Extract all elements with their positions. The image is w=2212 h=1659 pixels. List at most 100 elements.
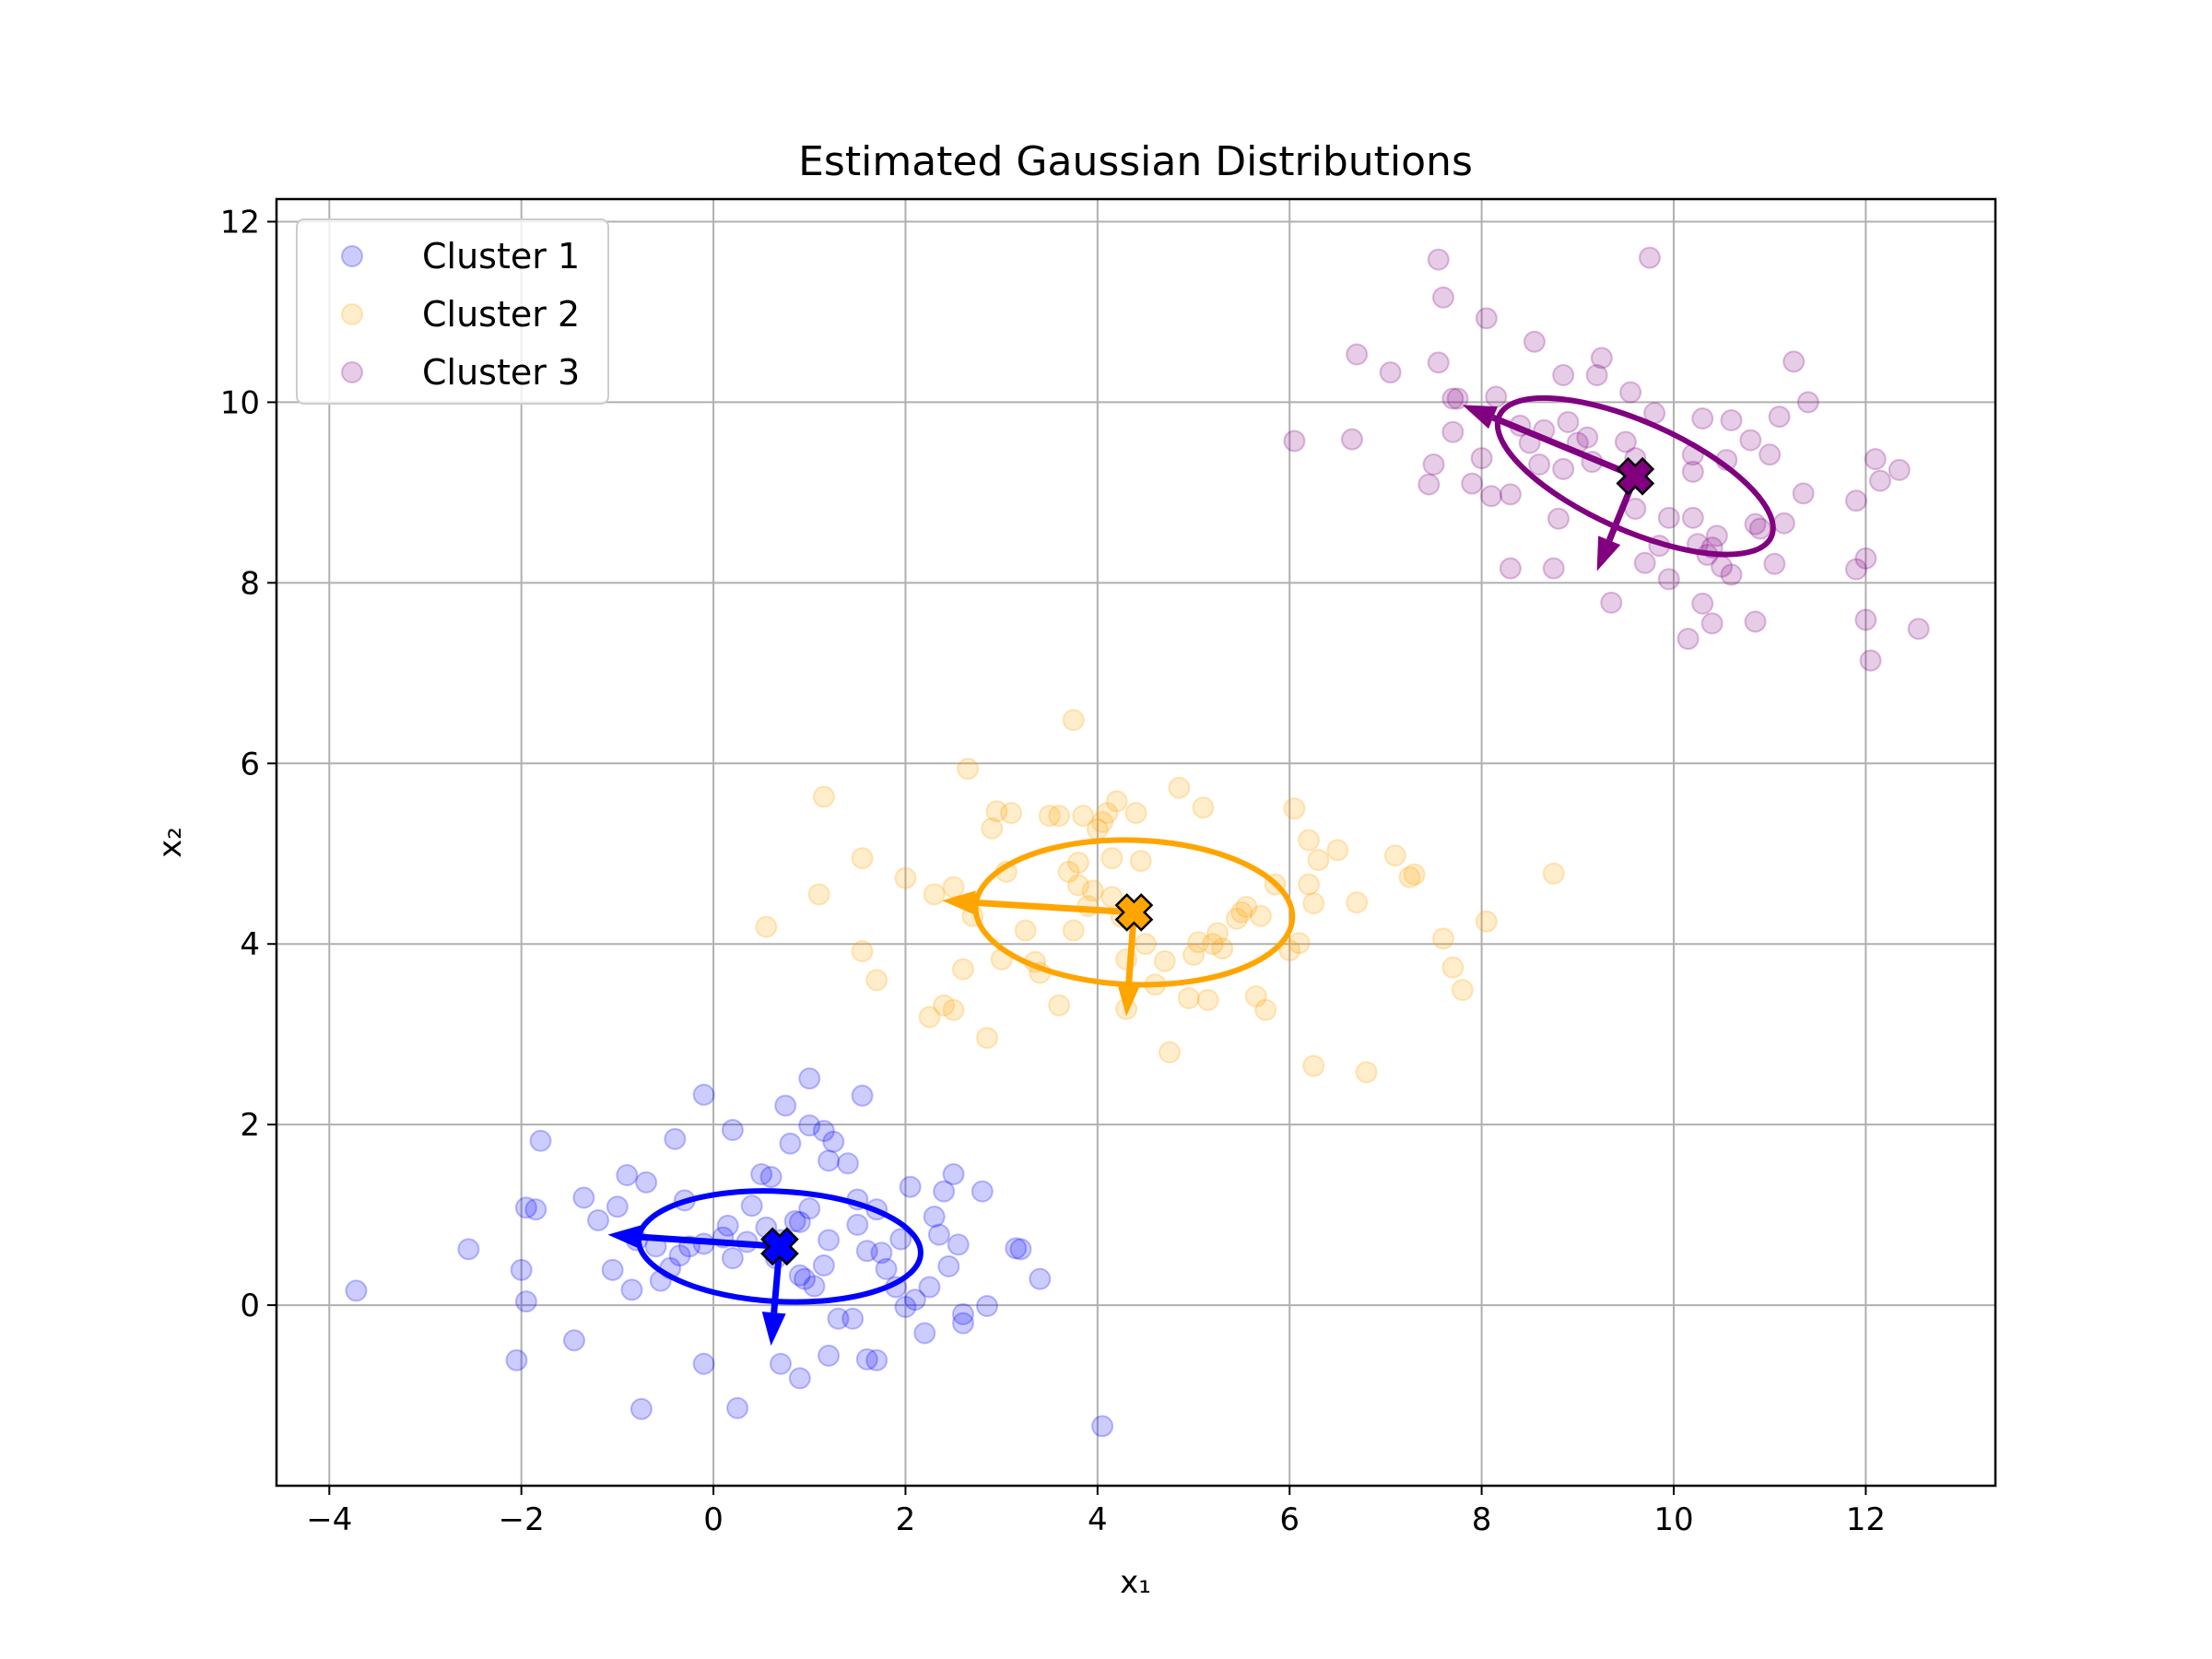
data-point — [1705, 524, 1728, 547]
data-point — [1298, 873, 1321, 896]
grid-lines — [276, 199, 1995, 1486]
data-point — [870, 1241, 893, 1265]
data-point — [788, 1264, 811, 1287]
data-point — [1418, 473, 1441, 496]
data-point — [1720, 563, 1743, 586]
data-point — [818, 1149, 841, 1172]
data-point — [927, 1223, 950, 1246]
data-point — [1759, 443, 1782, 466]
chart-title: Estimated Gaussian Distributions — [798, 138, 1473, 185]
data-point — [1307, 849, 1330, 872]
data-point — [933, 994, 956, 1017]
legend-label: Cluster 1 — [422, 236, 580, 276]
data-point — [774, 1094, 797, 1117]
data-point — [836, 1152, 859, 1175]
data-point — [1254, 998, 1277, 1021]
data-point — [1542, 557, 1565, 580]
data-point — [1864, 448, 1887, 471]
eigenvector-arrow-head — [607, 1225, 642, 1250]
data-point — [1249, 904, 1272, 927]
data-point — [664, 1127, 687, 1150]
x-tick-label: 2 — [896, 1501, 916, 1538]
data-point — [1844, 558, 1867, 581]
data-point — [1062, 709, 1085, 732]
legend: Cluster 1 Cluster 2 Cluster 3 — [296, 218, 609, 405]
data-point — [1431, 286, 1454, 309]
data-point — [1283, 797, 1306, 820]
data-point — [572, 1186, 595, 1209]
data-point — [1681, 460, 1704, 483]
data-point — [1014, 919, 1037, 942]
data-point — [1096, 802, 1119, 825]
data-point — [510, 1258, 533, 1281]
data-point — [1346, 891, 1369, 914]
x-axis-label: x₁ — [1120, 1564, 1151, 1601]
data-point — [976, 1295, 999, 1318]
data-point — [1768, 406, 1791, 429]
data-point — [1182, 943, 1206, 966]
data-point — [1124, 802, 1147, 825]
cluster-mean-marker — [1616, 456, 1655, 496]
eigenvector-arrow-head — [1596, 535, 1621, 571]
data-point — [1633, 551, 1656, 574]
data-point — [726, 1396, 749, 1419]
x-tick-label: −4 — [306, 1501, 352, 1538]
x-tick-label: 12 — [1846, 1501, 1886, 1538]
data-point — [1009, 1238, 1032, 1261]
data-point — [514, 1196, 537, 1219]
data-point — [1859, 649, 1882, 672]
eigenvector-arrow-head — [1462, 405, 1498, 429]
data-point — [1192, 796, 1215, 819]
data-point — [1451, 979, 1474, 1002]
data-point — [818, 1344, 841, 1367]
data-point — [894, 866, 917, 889]
data-point — [903, 1288, 926, 1312]
data-point — [1547, 507, 1570, 530]
plot-frame — [275, 197, 1997, 1488]
y-tick-label: 2 — [240, 1107, 260, 1144]
data-point — [514, 1290, 537, 1313]
data-point — [1129, 850, 1152, 873]
data-point — [851, 940, 874, 963]
data-point — [1398, 865, 1421, 888]
legend-label: Cluster 3 — [422, 352, 580, 393]
data-point — [721, 1247, 744, 1270]
y-tick-label: 0 — [240, 1288, 260, 1324]
legend-label: Cluster 2 — [422, 294, 580, 335]
data-point — [918, 1006, 941, 1029]
data-point — [1288, 932, 1311, 955]
data-point — [942, 1163, 965, 1186]
data-point — [1062, 919, 1085, 942]
data-point — [1552, 457, 1575, 480]
data-point — [1748, 517, 1771, 540]
data-point — [1590, 347, 1613, 370]
data-point — [1470, 447, 1493, 470]
data-point — [716, 1214, 739, 1237]
data-point — [923, 1206, 946, 1229]
data-point — [457, 1238, 480, 1261]
data-point — [818, 1229, 841, 1252]
data-point — [1326, 839, 1349, 862]
data-point — [1091, 810, 1114, 833]
data-point — [798, 1067, 821, 1090]
data-point — [529, 1129, 552, 1152]
data-point — [1230, 900, 1253, 924]
data-point — [1153, 949, 1176, 972]
data-point — [812, 1119, 835, 1142]
y-tick-label: 8 — [240, 565, 260, 602]
cluster-means — [760, 456, 1655, 1266]
data-point — [942, 876, 965, 899]
data-point — [1355, 1061, 1378, 1084]
data-point — [616, 1164, 639, 1187]
data-point — [942, 998, 965, 1021]
scatter-points — [345, 246, 1930, 1438]
data-point — [587, 1208, 610, 1231]
data-point — [851, 1084, 874, 1107]
data-point — [1427, 351, 1450, 374]
data-point — [947, 1233, 970, 1256]
data-point — [1763, 552, 1786, 575]
legend-marker — [341, 245, 363, 267]
eigenvector-arrows — [607, 405, 1639, 1347]
data-point — [841, 1307, 865, 1330]
data-point — [1585, 364, 1608, 387]
